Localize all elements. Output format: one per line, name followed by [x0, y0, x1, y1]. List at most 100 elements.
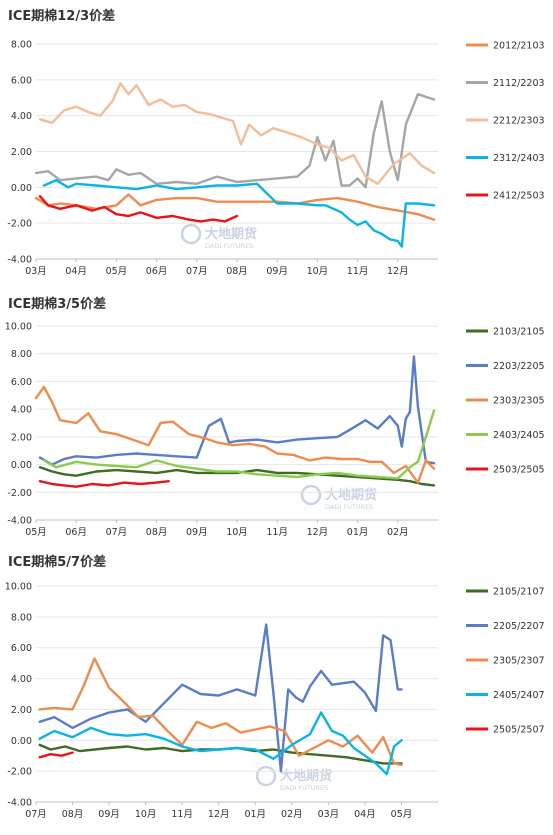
series-line-2105-2107	[38, 743, 403, 765]
legend-label: 2112/2203	[493, 78, 545, 89]
legend-label: 2412/2503	[493, 191, 545, 202]
x-tick-label: 03月	[25, 266, 47, 277]
y-tick-label: 0.00	[11, 183, 32, 194]
x-tick-label: 04月	[354, 809, 376, 820]
series-line-2303-2305	[34, 385, 436, 484]
y-tick-label: -4.00	[7, 516, 32, 527]
series-line-2412-2503	[38, 195, 239, 223]
y-tick-label: 6.00	[11, 377, 32, 388]
series-line-2312-2403	[42, 178, 436, 248]
legend-label: 2212/2303	[493, 116, 545, 127]
y-tick-label: 6.00	[11, 75, 32, 86]
x-tick-label: 09月	[266, 266, 288, 277]
x-tick-label: 08月	[226, 266, 248, 277]
x-tick-label: 05月	[106, 266, 128, 277]
y-tick-label: -2.00	[7, 219, 32, 230]
x-tick-label: 01月	[347, 527, 369, 538]
legend-label: 2312/2403	[493, 153, 545, 164]
x-tick-label: 09月	[186, 527, 208, 538]
x-tick-label: 01月	[244, 809, 266, 820]
y-tick-label: 4.00	[11, 111, 32, 122]
y-tick-label: 8.00	[11, 40, 32, 51]
x-tick-label: 05月	[25, 527, 47, 538]
y-tick-label: -2.00	[7, 488, 32, 499]
legend-label: 2103/2105	[493, 327, 545, 338]
x-tick-label: 05月	[391, 809, 413, 820]
series-line-2405-2407	[38, 711, 403, 776]
x-tick-label: 11月	[171, 809, 193, 820]
legend-label: 2303/2305	[493, 396, 545, 407]
series-line-2305-2307	[38, 657, 403, 767]
legend-label: 2503/2505	[493, 465, 545, 476]
x-tick-label: 07月	[106, 527, 128, 538]
x-tick-label: 07月	[186, 266, 208, 277]
x-tick-label: 09月	[98, 809, 120, 820]
y-tick-label: 4.00	[11, 405, 32, 416]
series-line-2503-2505	[38, 480, 170, 488]
watermark-logo-icon	[255, 765, 277, 787]
legend-label: 2505/2507	[493, 725, 545, 736]
series-line-2112-2203	[34, 92, 436, 189]
legend-label: 2205/2207	[493, 621, 545, 632]
watermark-cn: 大地期货	[205, 226, 257, 242]
x-tick-label: 06月	[146, 266, 168, 277]
x-tick-label: 02月	[387, 527, 409, 538]
series-line-2205-2207	[38, 623, 403, 773]
x-tick-label: 08月	[62, 809, 84, 820]
x-tick-label: 08月	[146, 527, 168, 538]
x-tick-label: 03月	[318, 809, 340, 820]
x-tick-label: 02月	[281, 809, 303, 820]
chart-title: ICE期棉5/7价差	[8, 554, 106, 570]
watermark-logo-icon	[300, 484, 322, 506]
x-tick-label: 10月	[226, 527, 248, 538]
y-tick-label: 6.00	[11, 643, 32, 654]
watermark-en: DADI FUTURES	[325, 503, 373, 511]
y-tick-label: 0.00	[11, 736, 32, 747]
y-tick-label: 2.00	[11, 147, 32, 158]
x-tick-label: 06月	[65, 527, 87, 538]
series-line-2012-2103	[34, 193, 436, 221]
chart-title: ICE期棉12/3价差	[8, 8, 115, 24]
watermark-cn: 大地期货	[325, 487, 377, 503]
watermark-en: DADI FUTURES	[280, 784, 328, 792]
legend-label: 2203/2205	[493, 361, 545, 372]
series-line-2212-2303	[38, 82, 436, 186]
legend-label: 2105/2107	[493, 587, 545, 598]
x-tick-label: 07月	[25, 809, 47, 820]
x-tick-label: 12月	[307, 527, 329, 538]
y-tick-label: 4.00	[11, 674, 32, 685]
x-tick-label: 11月	[347, 266, 369, 277]
x-tick-label: 04月	[65, 266, 87, 277]
series-line-2505-2507	[38, 751, 74, 759]
x-tick-label: 11月	[266, 527, 288, 538]
y-tick-label: 2.00	[11, 705, 32, 716]
watermark-cn: 大地期货	[280, 768, 332, 784]
y-tick-label: 10.00	[5, 322, 32, 333]
y-tick-label: -4.00	[7, 255, 32, 266]
series-line-2403-2405	[42, 409, 436, 480]
legend-label: 2405/2407	[493, 690, 545, 701]
series-line-2103-2105	[38, 466, 436, 487]
x-tick-label: 12月	[387, 266, 409, 277]
x-tick-label: 10月	[307, 266, 329, 277]
y-tick-label: 2.00	[11, 432, 32, 443]
legend-label: 2012/2103	[493, 41, 545, 52]
y-tick-label: -2.00	[7, 767, 32, 778]
y-tick-label: -4.00	[7, 798, 32, 809]
x-tick-label: 12月	[208, 809, 230, 820]
legend-label: 2305/2307	[493, 656, 545, 667]
y-tick-label: 8.00	[11, 349, 32, 360]
legend-label: 2403/2405	[493, 430, 545, 441]
watermark-en: DADI FUTURES	[205, 242, 253, 250]
chart-title: ICE期棉3/5价差	[8, 296, 106, 312]
y-tick-label: 8.00	[11, 612, 32, 623]
